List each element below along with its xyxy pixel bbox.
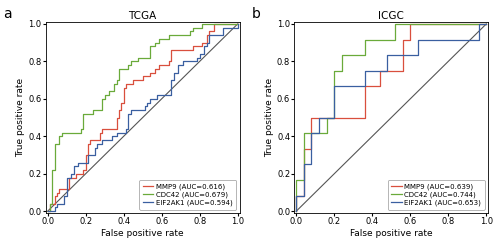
X-axis label: False positive rate: False positive rate [350,229,432,238]
X-axis label: False positive rate: False positive rate [102,229,184,238]
Y-axis label: True positive rate: True positive rate [16,78,26,157]
Legend: MMP9 (AUC=0.639), CDC42 (AUC=0.744), EIF2AK1 (AUC=0.653): MMP9 (AUC=0.639), CDC42 (AUC=0.744), EIF… [388,180,484,210]
Title: TCGA: TCGA [128,11,157,21]
Y-axis label: True positive rate: True positive rate [265,78,274,157]
Text: a: a [3,7,12,21]
Legend: MMP9 (AUC=0.616), CDC42 (AUC=0.679), EIF2AK1 (AUC=0.594): MMP9 (AUC=0.616), CDC42 (AUC=0.679), EIF… [139,180,236,210]
Text: b: b [252,7,260,21]
Title: ICGC: ICGC [378,11,404,21]
